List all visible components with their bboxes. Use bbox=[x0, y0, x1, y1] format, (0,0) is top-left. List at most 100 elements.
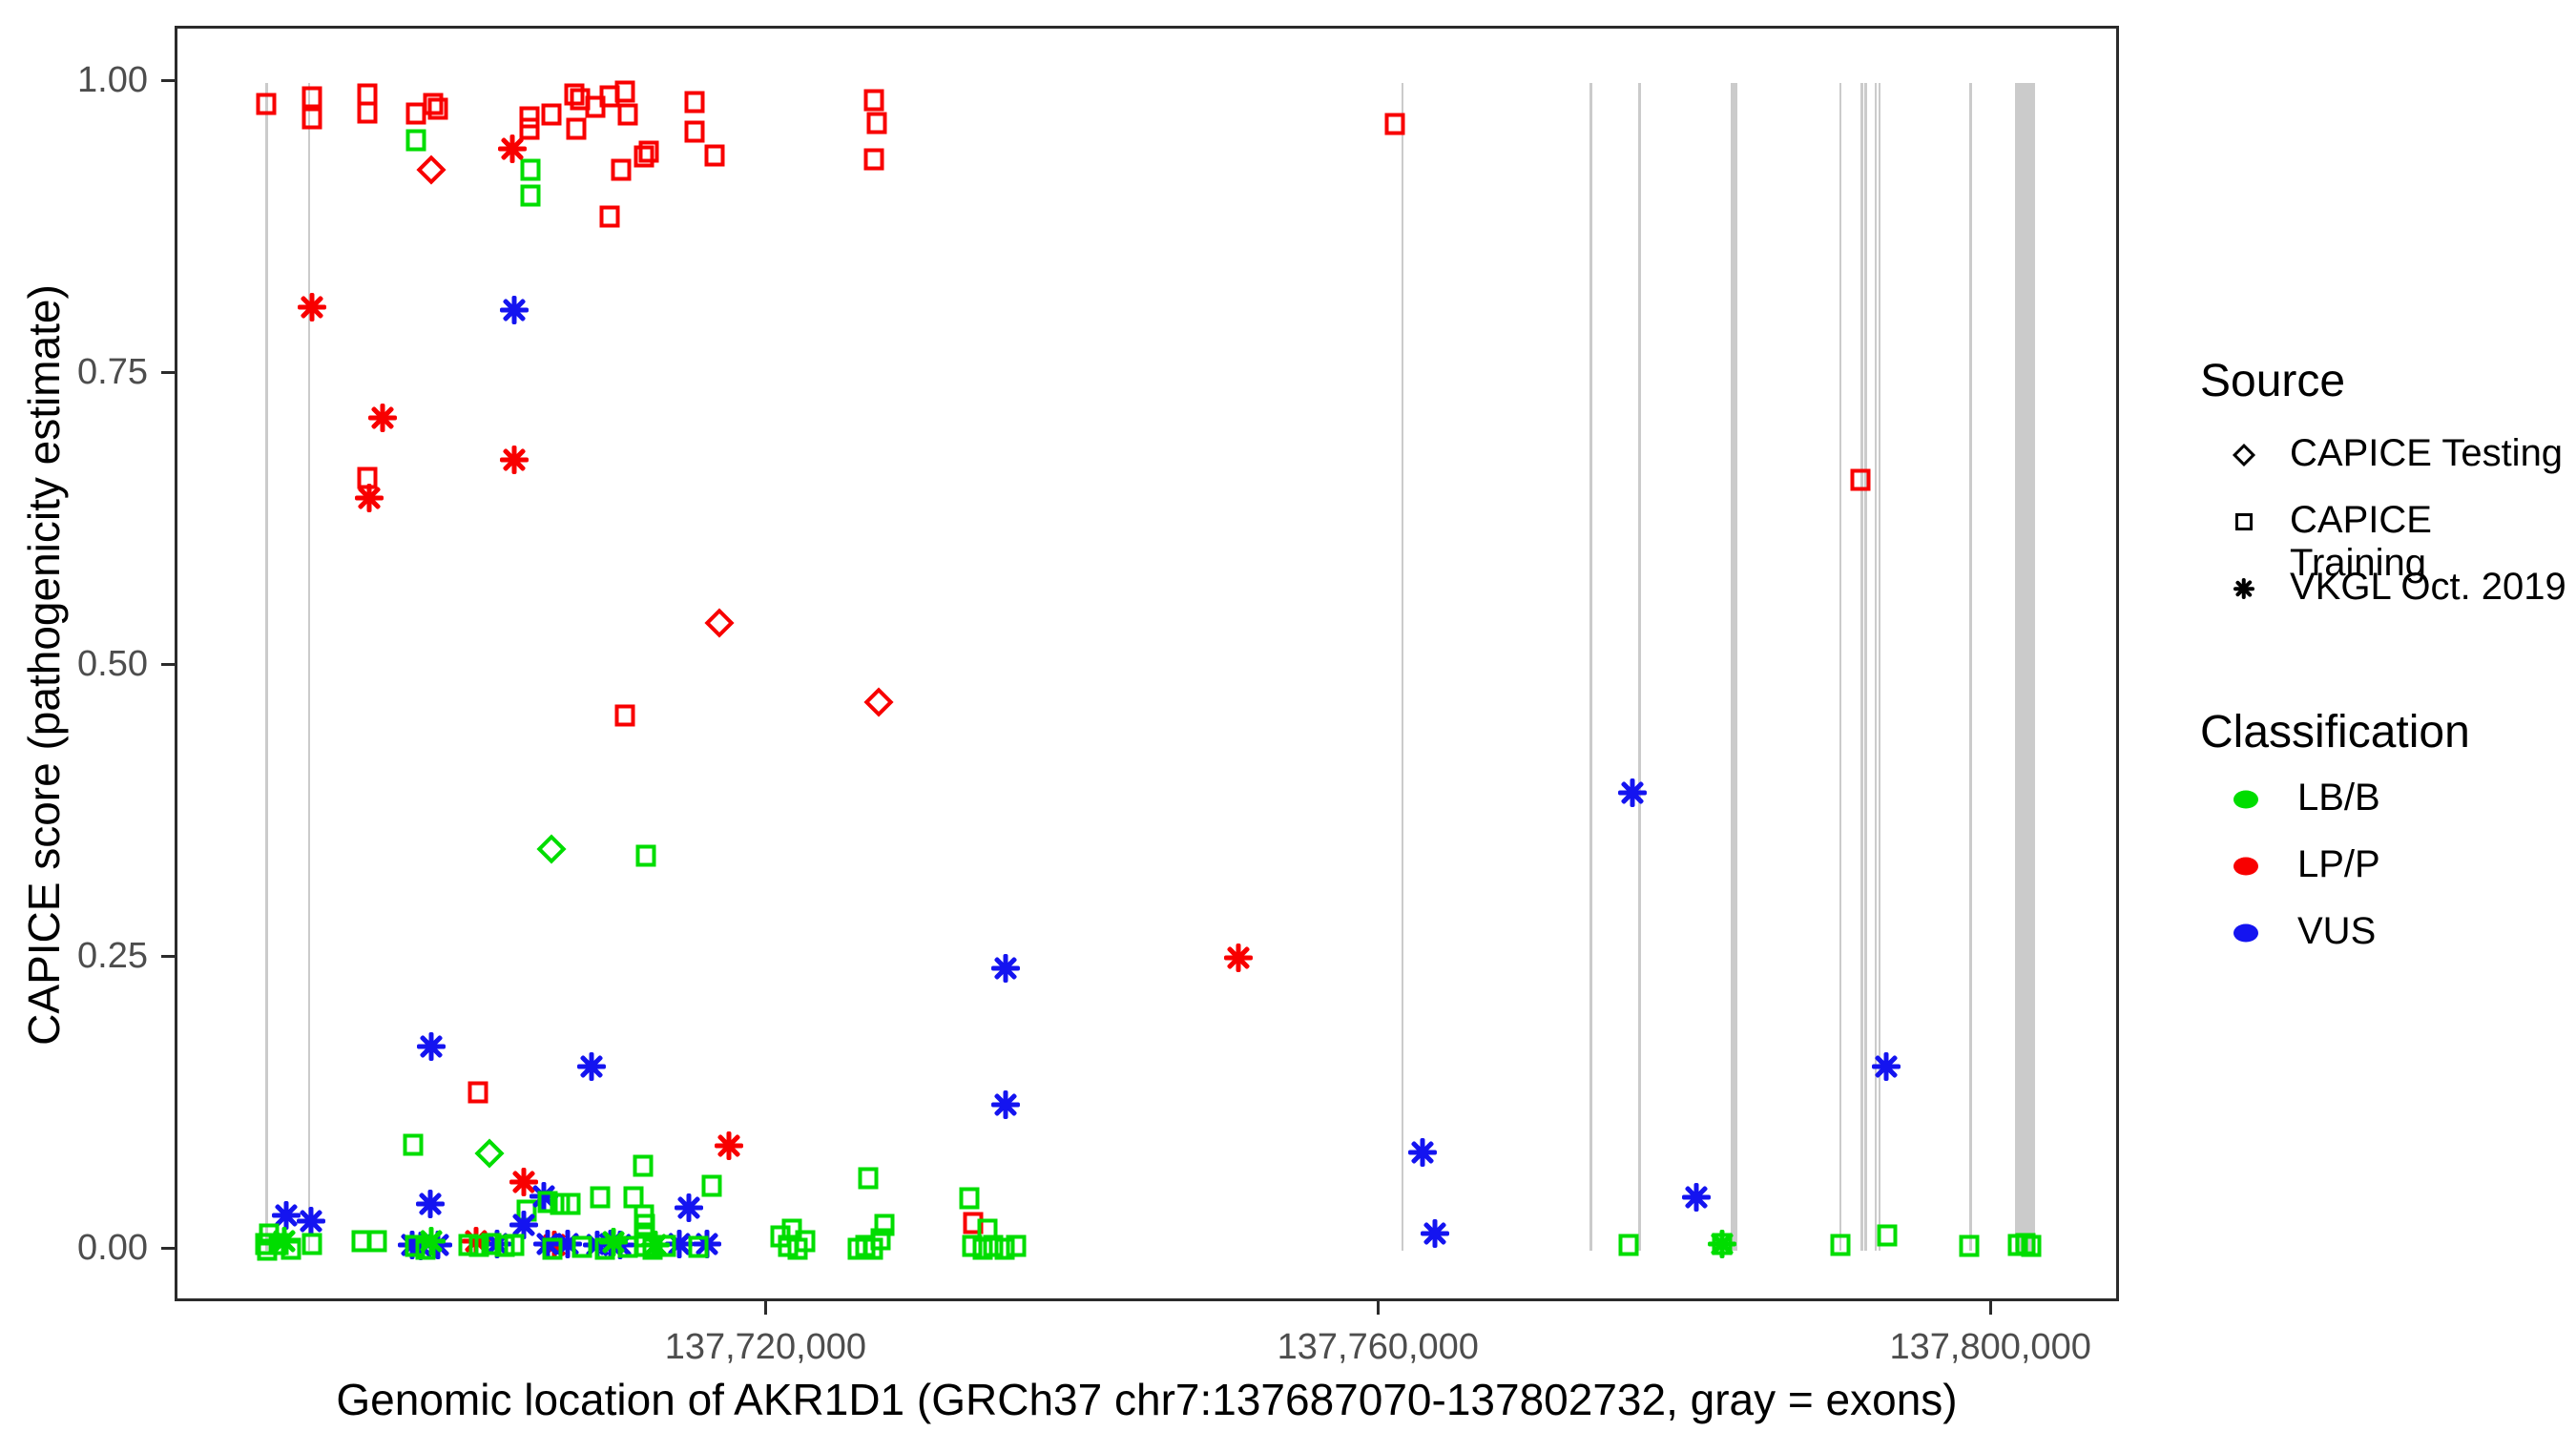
data-point-train-lbb bbox=[623, 1186, 644, 1209]
data-point-train-lbb bbox=[504, 1234, 525, 1256]
exon-band bbox=[1589, 83, 1592, 1251]
y-tick-label: 0.75 bbox=[77, 352, 148, 392]
data-point-train-lpp bbox=[467, 1081, 488, 1103]
exon-band bbox=[1864, 83, 1867, 1251]
data-point-train-lbb bbox=[962, 1234, 983, 1257]
data-point-train-lpp bbox=[634, 145, 654, 168]
data-point-train-lbb bbox=[594, 1237, 615, 1260]
y-tick-mark bbox=[161, 370, 175, 374]
data-point-vkgl-vus bbox=[665, 1229, 695, 1258]
data-point-train-lbb bbox=[405, 1234, 426, 1257]
data-point-vkgl-lpp bbox=[1224, 943, 1254, 972]
data-point-vkgl-vus bbox=[529, 1181, 558, 1211]
square-legend-icon bbox=[2235, 513, 2253, 530]
data-point-test-lpp bbox=[704, 607, 735, 638]
data-point-vkgl-vus bbox=[991, 953, 1021, 983]
diamond-legend-icon bbox=[2232, 443, 2256, 467]
data-point-train-lpp bbox=[963, 1212, 984, 1234]
legend-title-source: Source bbox=[2200, 356, 2346, 406]
data-point-train-lpp bbox=[863, 89, 884, 112]
data-point-train-lbb bbox=[301, 1233, 322, 1255]
y-tick-mark bbox=[161, 1246, 175, 1250]
data-point-vkgl-vus bbox=[1617, 778, 1647, 808]
legend-item-vkgl: VKGL Oct. 2019 bbox=[2290, 566, 2566, 608]
data-point-train-lpp bbox=[256, 93, 277, 115]
data-point-vkgl-vus bbox=[1407, 1138, 1437, 1168]
data-point-vkgl-lpp bbox=[714, 1130, 743, 1160]
legend-item-vus: VUS bbox=[2297, 910, 2377, 952]
legend-item-test: CAPICE Testing bbox=[2290, 432, 2564, 474]
y-tick-label: 1.00 bbox=[77, 60, 148, 100]
data-point-train-lbb bbox=[874, 1213, 895, 1236]
exon-band bbox=[1860, 83, 1863, 1251]
data-point-vkgl-vus bbox=[509, 1211, 538, 1240]
data-point-vkgl-vus bbox=[417, 1031, 447, 1061]
exon-band bbox=[1731, 83, 1738, 1251]
data-point-train-lpp bbox=[866, 112, 887, 135]
data-point-test-lpp bbox=[863, 687, 894, 717]
data-point-train-lbb bbox=[688, 1235, 709, 1258]
data-point-train-lbb bbox=[1830, 1234, 1851, 1256]
y-tick-label: 0.25 bbox=[77, 936, 148, 976]
data-point-train-lbb bbox=[590, 1186, 611, 1209]
y-tick-mark bbox=[161, 78, 175, 82]
data-point-train-lpp bbox=[423, 93, 444, 115]
data-point-train-lbb bbox=[858, 1167, 879, 1190]
data-point-train-lbb bbox=[655, 1234, 676, 1257]
exon-band bbox=[265, 83, 268, 1251]
data-point-vkgl-lpp bbox=[354, 483, 384, 512]
data-point-vkgl-vus bbox=[500, 295, 529, 324]
data-point-train-lbb bbox=[257, 1238, 278, 1261]
data-point-test-lbb bbox=[536, 834, 567, 864]
data-point-train-lpp bbox=[684, 120, 705, 143]
data-point-train-lbb bbox=[977, 1218, 998, 1241]
asterisk-legend-icon bbox=[2233, 578, 2254, 599]
x-tick-mark bbox=[763, 1301, 767, 1315]
data-point-train-lpp bbox=[427, 97, 448, 120]
exon-band bbox=[1839, 83, 1842, 1251]
data-point-vkgl-vus bbox=[296, 1207, 325, 1236]
data-point-vkgl-vus bbox=[991, 1090, 1021, 1119]
data-point-train-lbb bbox=[1712, 1233, 1733, 1255]
legend-item-train: CAPICE Training bbox=[2290, 499, 2432, 584]
data-point-train-lpp bbox=[566, 117, 587, 140]
y-tick-mark bbox=[161, 662, 175, 666]
data-point-train-lpp bbox=[684, 91, 705, 114]
data-point-vkgl-vus bbox=[553, 1229, 583, 1258]
data-point-train-lpp bbox=[704, 144, 725, 167]
data-point-train-lpp bbox=[638, 140, 658, 163]
dot-legend-icon-vus bbox=[2233, 923, 2258, 943]
data-point-train-lpp bbox=[519, 117, 540, 140]
data-point-vkgl-lbb bbox=[270, 1227, 300, 1256]
data-point-test-lbb bbox=[474, 1138, 505, 1169]
plot-panel bbox=[175, 26, 2119, 1301]
data-point-train-lbb bbox=[633, 1154, 654, 1177]
data-point-train-lbb bbox=[542, 1237, 563, 1260]
x-tick-label: 137,760,000 bbox=[1277, 1327, 1479, 1367]
data-point-train-lpp bbox=[357, 101, 378, 124]
data-point-train-lbb bbox=[403, 1133, 424, 1156]
x-axis-title: Genomic location of AKR1D1 (GRCh37 chr7:… bbox=[336, 1375, 1958, 1424]
exon-band bbox=[1638, 83, 1641, 1251]
data-point-vkgl-vus bbox=[577, 1051, 607, 1081]
data-point-vkgl-lpp bbox=[509, 1167, 538, 1196]
x-tick-mark bbox=[1376, 1301, 1380, 1315]
data-point-train-lbb bbox=[701, 1174, 722, 1196]
data-point-vkgl-vus bbox=[675, 1192, 703, 1222]
exon-band bbox=[1874, 83, 1877, 1251]
data-point-train-lbb bbox=[2021, 1234, 2042, 1257]
data-point-train-lbb bbox=[560, 1192, 581, 1215]
data-point-train-lbb bbox=[781, 1218, 801, 1241]
dot-legend-icon-lbb bbox=[2233, 790, 2258, 809]
data-point-vkgl-lpp bbox=[298, 293, 327, 321]
data-point-train-lbb bbox=[280, 1237, 301, 1260]
exon-band bbox=[1969, 83, 1972, 1251]
y-tick-label: 0.00 bbox=[77, 1228, 148, 1268]
exon-band bbox=[307, 83, 311, 1251]
data-point-train-lbb bbox=[415, 1237, 436, 1260]
data-point-vkgl-lbb bbox=[417, 1227, 447, 1256]
data-point-train-lbb bbox=[366, 1230, 387, 1253]
data-point-train-lbb bbox=[550, 1192, 571, 1215]
data-point-vkgl-lbb bbox=[1708, 1229, 1737, 1258]
